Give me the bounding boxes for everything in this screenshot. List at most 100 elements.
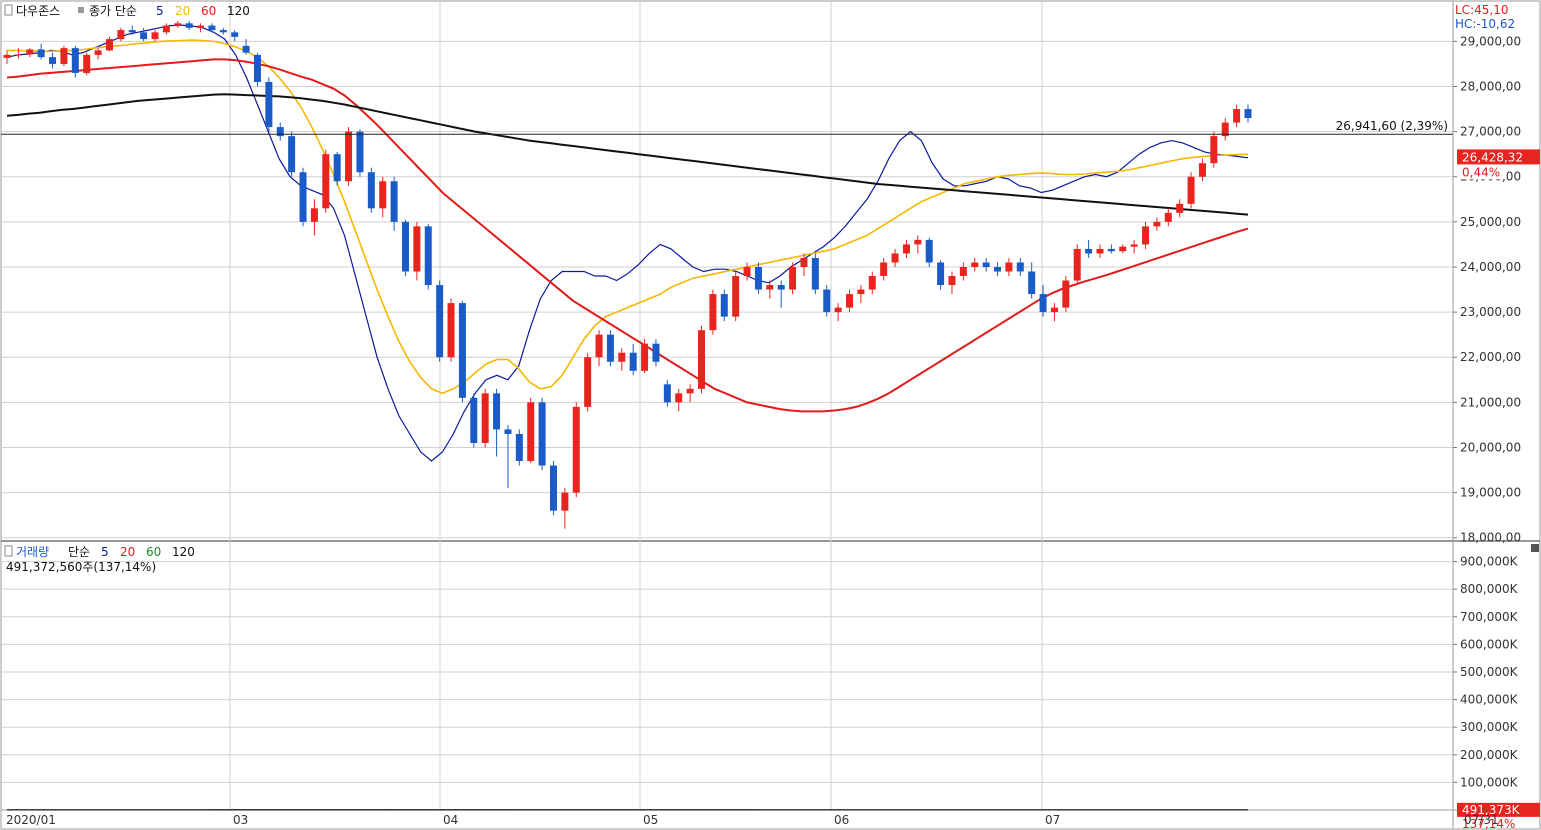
candle-body — [584, 357, 592, 407]
volume-tick-label: 100,000K — [1460, 775, 1519, 789]
candle — [208, 23, 216, 33]
price-tick-label: 20,000,00 — [1460, 440, 1521, 454]
candle — [925, 237, 933, 267]
candle — [857, 285, 865, 304]
candle-body — [698, 330, 706, 389]
legend-method: 종가 단순 — [89, 4, 137, 18]
candle-body — [322, 154, 330, 209]
candle — [83, 52, 91, 76]
candle — [105, 36, 113, 52]
candle-body — [1153, 221, 1161, 227]
candle — [26, 48, 34, 58]
candle — [641, 339, 649, 374]
candle-body — [1005, 262, 1013, 272]
candle — [60, 45, 68, 67]
candle-body — [925, 239, 933, 263]
candle — [322, 149, 330, 213]
candle — [720, 289, 728, 322]
candle-body — [413, 226, 421, 272]
candle — [1096, 244, 1104, 258]
price-ma-line-20 — [7, 39, 1249, 395]
x-label-07-31: 07/31 — [1464, 813, 1499, 827]
candle — [253, 52, 261, 87]
volume-tick-label: 300,000K — [1460, 720, 1519, 734]
candle-body — [789, 266, 797, 290]
price-tick-label: 19,000,00 — [1460, 486, 1521, 500]
candle-body — [709, 294, 717, 331]
volume-legend-period-120: 120 — [172, 545, 195, 559]
candle-body — [1142, 226, 1150, 245]
x-label-2020-01: 2020/01 — [6, 813, 56, 827]
candle-body — [1176, 203, 1184, 213]
candle — [971, 257, 979, 272]
candle-body — [959, 266, 967, 277]
candle-body — [1073, 248, 1081, 281]
candle — [743, 262, 751, 281]
candle-body — [333, 154, 341, 182]
hc-value: HC:-10,62 — [1455, 17, 1515, 31]
candle — [3, 50, 11, 64]
candle-body — [891, 253, 899, 263]
candle-body — [834, 307, 842, 313]
candle — [766, 280, 774, 299]
candle-body — [185, 23, 193, 28]
candle-body — [242, 45, 250, 53]
candle — [982, 257, 990, 272]
candle-body — [37, 49, 45, 58]
candle — [174, 21, 182, 28]
last-volume-tag-text: 491,373K — [1462, 803, 1521, 817]
candle-body — [994, 266, 1002, 272]
candle — [937, 260, 945, 290]
candle — [413, 221, 421, 281]
candle — [219, 27, 227, 35]
candle — [117, 27, 125, 42]
candle — [37, 43, 45, 60]
candle-body — [401, 221, 409, 272]
candle-body — [595, 334, 603, 358]
candle — [1164, 208, 1172, 227]
candle-body — [572, 406, 580, 493]
candle — [94, 48, 102, 60]
candle-body — [1244, 109, 1252, 119]
candle — [572, 402, 580, 498]
candle-body — [481, 393, 489, 443]
last-price-tag-text: 26,428,32 — [1462, 150, 1523, 164]
candle — [1221, 118, 1229, 141]
candle — [276, 122, 284, 141]
last-change-tag-text: 0,44% — [1462, 165, 1500, 179]
panel-close-icon[interactable] — [1531, 544, 1539, 552]
candle — [789, 262, 797, 295]
candle — [811, 253, 819, 295]
candle — [1016, 257, 1024, 277]
candle-body — [1028, 271, 1036, 295]
reference-hline-label: 26,941,60 (2,39%) — [1336, 119, 1448, 133]
volume-collapse-icon[interactable] — [4, 545, 13, 557]
candle — [71, 45, 79, 78]
candle-body — [675, 393, 683, 403]
candle — [1073, 244, 1081, 286]
candle — [1142, 221, 1150, 249]
candle-body — [26, 49, 34, 55]
candle — [436, 280, 444, 362]
volume-tick-label: 500,000K — [1460, 665, 1519, 679]
candle — [493, 388, 501, 457]
candle — [675, 388, 683, 412]
volume-legend-name: 거래량 — [16, 545, 49, 559]
legend-square-icon — [78, 7, 84, 13]
candle-body — [1221, 122, 1229, 137]
candle-body — [1164, 212, 1172, 222]
candle-body — [527, 402, 535, 462]
moving-average-layer — [6, 24, 1249, 462]
candle — [470, 393, 478, 448]
candle — [663, 379, 671, 407]
volume-tick-label: 900,000K — [1460, 555, 1519, 569]
x-label-07: 07 — [1045, 813, 1060, 827]
candle — [333, 151, 341, 186]
candle — [185, 21, 193, 31]
candle-body — [1039, 294, 1047, 313]
candle-body — [208, 25, 216, 31]
collapse-icon[interactable] — [4, 4, 13, 16]
volume-tick-label: 800,000K — [1460, 582, 1519, 596]
